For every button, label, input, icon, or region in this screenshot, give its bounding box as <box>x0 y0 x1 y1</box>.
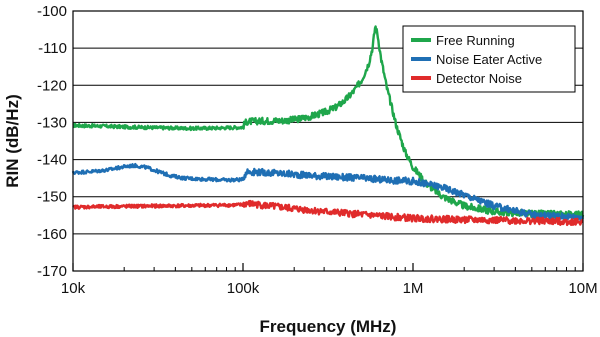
x-tick-label: 1M <box>403 280 424 297</box>
legend-label: Detector Noise <box>436 71 522 86</box>
y-axis-title: RIN (dB/Hz) <box>3 94 22 187</box>
y-tick-label: -100 <box>37 3 67 20</box>
legend-label: Free Running <box>436 33 515 48</box>
x-tick-label: 10k <box>61 280 86 297</box>
series-line-2 <box>72 199 584 227</box>
plot-area-border <box>72 10 584 272</box>
x-tick-label: 100k <box>227 280 260 297</box>
y-tick-label: -160 <box>37 226 67 243</box>
y-tick-label: -130 <box>37 114 67 131</box>
y-tick-label: -150 <box>37 189 67 206</box>
legend-label: Noise Eater Active <box>436 52 542 67</box>
grid-lines <box>73 10 583 272</box>
series-lines <box>71 25 585 227</box>
y-tick-label: -110 <box>38 40 67 57</box>
legend: Free Running Noise Eater Active Detector N… <box>402 25 576 93</box>
y-tick-label: -120 <box>37 77 67 94</box>
x-axis-title: Frequency (MHz) <box>260 317 397 336</box>
legend-box <box>402 25 576 93</box>
x-tick-label: 10M <box>568 280 597 297</box>
series-line-1 <box>71 162 585 222</box>
y-tick-label: -140 <box>37 152 67 169</box>
series-line-0 <box>72 25 585 219</box>
y-tick-label: -170 <box>37 263 67 280</box>
